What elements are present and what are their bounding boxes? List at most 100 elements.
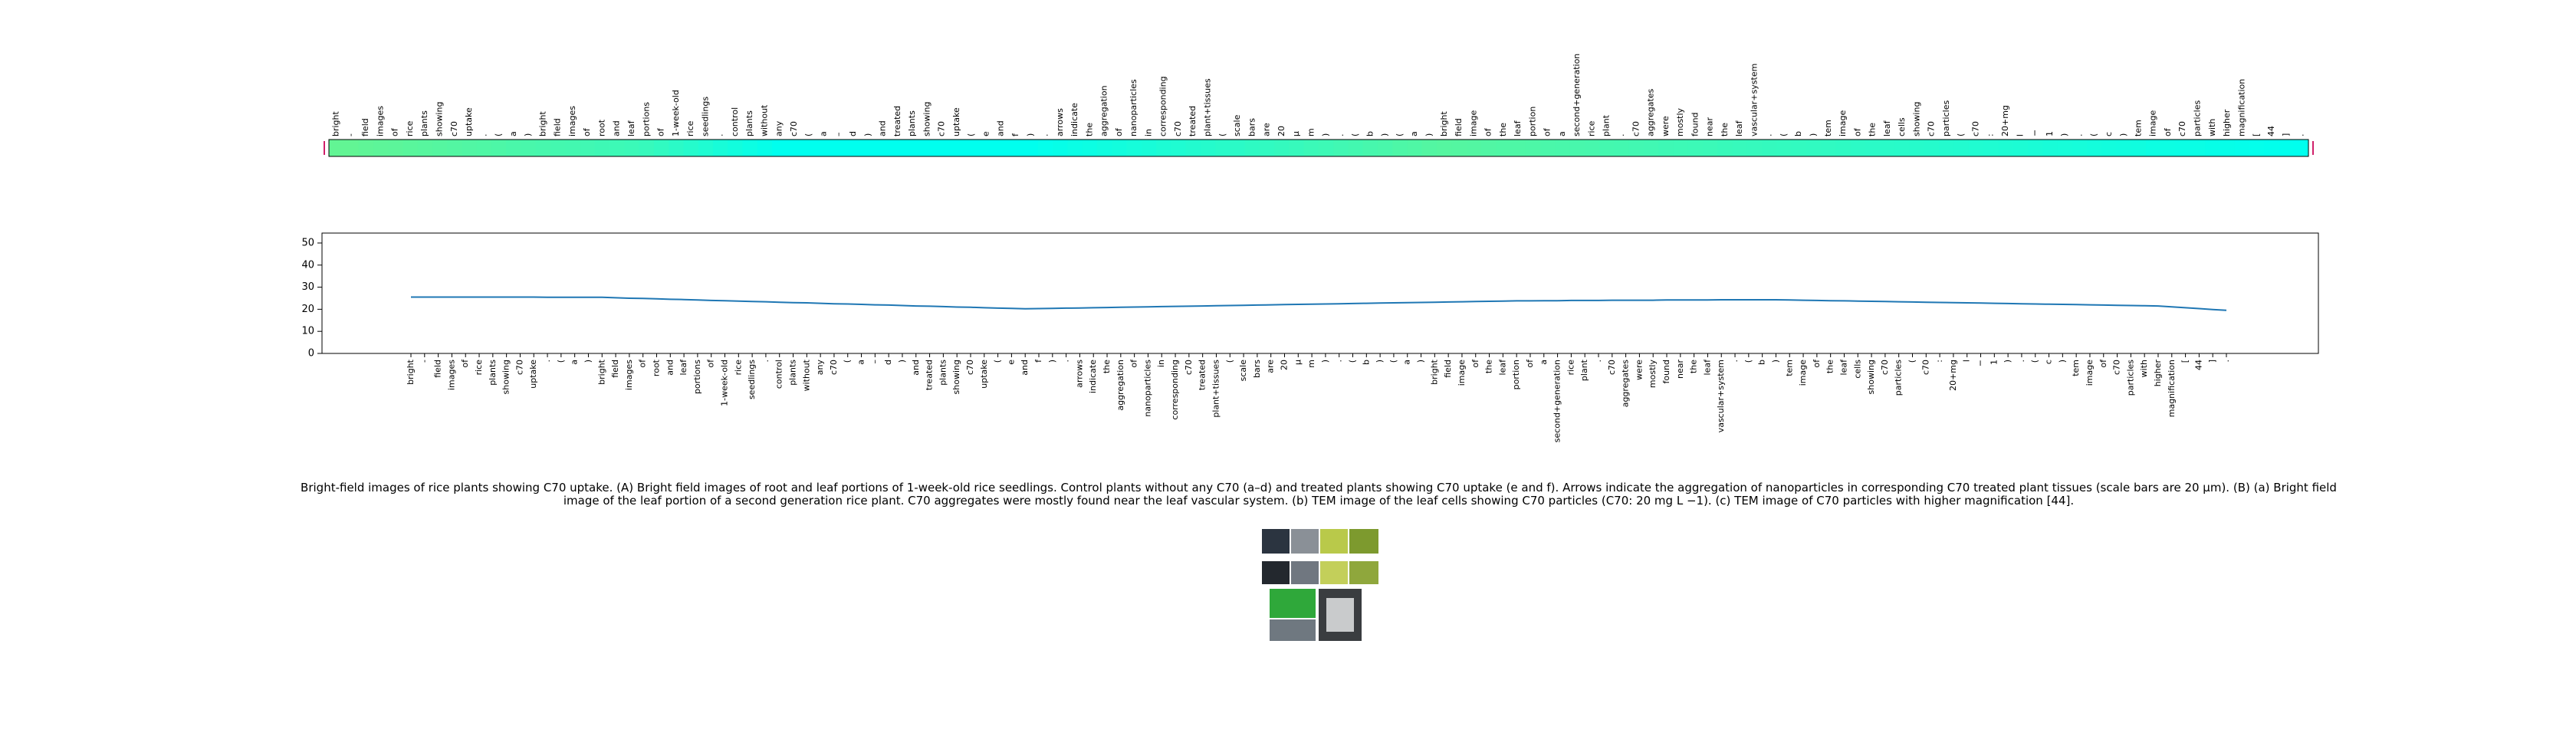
heat-cell xyxy=(2205,140,2220,156)
token-label: treated xyxy=(1188,106,1198,136)
x-tick-label: leaf xyxy=(678,359,688,376)
x-tick-label: of xyxy=(706,359,716,368)
heat-cell xyxy=(1555,140,1571,156)
heat-cell xyxy=(712,140,728,156)
token-label: ) xyxy=(2059,133,2069,136)
token-label: ( xyxy=(1956,133,1966,136)
x-tick-label: ( xyxy=(1907,360,1917,363)
x-tick-label: found xyxy=(1661,360,1671,384)
token-label: of xyxy=(1114,127,1124,136)
heat-cell xyxy=(653,140,669,156)
heat-cell xyxy=(594,140,610,156)
token-label: ) xyxy=(1025,133,1035,136)
x-tick-label: ) xyxy=(2003,360,2013,363)
x-tick-label: were xyxy=(1634,360,1644,380)
heat-cell xyxy=(417,140,433,156)
x-tick-label: the xyxy=(1102,360,1112,373)
x-tick-label: any xyxy=(815,360,825,376)
x-tick-label: corresponding xyxy=(1170,360,1180,420)
token-label: ( xyxy=(1779,133,1789,136)
token-label: of xyxy=(1484,127,1493,136)
heat-cell xyxy=(2027,140,2043,156)
x-tick-label: of xyxy=(460,359,470,368)
heat-cell xyxy=(1762,140,1777,156)
x-tick-label: treated xyxy=(925,360,935,390)
heat-cell xyxy=(1791,140,1807,156)
y-tick-label: 50 xyxy=(301,237,314,248)
heat-cell xyxy=(1378,140,1393,156)
heat-cell xyxy=(1141,140,1157,156)
token-label: treated xyxy=(892,106,902,136)
heat-cell xyxy=(432,140,448,156)
token-label: particles xyxy=(1941,100,1951,136)
token-label: seedlings xyxy=(700,97,710,136)
token-label: . xyxy=(478,134,488,137)
token-label: . xyxy=(2295,134,2305,137)
x-tick-label: aggregation xyxy=(1116,360,1125,411)
heat-cell xyxy=(1687,140,1704,156)
x-tick-label: field xyxy=(433,360,443,378)
heat-cell xyxy=(2101,140,2118,156)
token-label: ( xyxy=(1217,133,1227,136)
heat-cell xyxy=(1451,140,1467,156)
token-label: [ xyxy=(2252,133,2262,136)
x-tick-label: showing xyxy=(951,360,961,394)
photo-panel xyxy=(1262,529,1290,554)
heat-cell xyxy=(1569,140,1585,156)
heat-cell xyxy=(994,140,1009,156)
x-tick-label: ( xyxy=(1388,360,1398,363)
heat-cell xyxy=(1082,140,1098,156)
token-label: ) xyxy=(1809,133,1819,136)
token-label: showing xyxy=(435,102,445,136)
token-label: . xyxy=(2074,134,2084,137)
heat-cell xyxy=(1112,140,1128,156)
heat-cell xyxy=(491,140,507,156)
heat-cell xyxy=(742,140,758,156)
x-tick-label: : xyxy=(1934,360,1944,363)
heat-cell xyxy=(1939,140,1955,156)
token-label: ) xyxy=(1424,133,1434,136)
x-tick-label: c70 xyxy=(2112,360,2122,375)
heat-cell xyxy=(565,140,581,156)
heat-cell xyxy=(580,140,596,156)
heat-cell xyxy=(1274,140,1290,156)
y-tick-label: 10 xyxy=(301,326,314,337)
token-label: . xyxy=(1616,134,1626,137)
x-tick-label: m xyxy=(1306,360,1316,368)
token-label: . xyxy=(1336,134,1346,137)
heat-cell xyxy=(506,140,521,156)
photo-panel xyxy=(1349,561,1378,584)
token-label: : xyxy=(1986,133,1996,136)
heat-cell xyxy=(787,140,803,156)
token-label: ) xyxy=(863,133,872,136)
token-label: leaf xyxy=(1882,120,1892,136)
x-tick-label: rice xyxy=(474,360,484,376)
heat-cell xyxy=(1053,140,1068,156)
token-label: leaf xyxy=(626,120,636,136)
heat-cell xyxy=(890,140,905,156)
token-label: plants xyxy=(744,110,754,136)
x-tick-label: of xyxy=(2098,359,2108,368)
token-label: and xyxy=(612,120,622,136)
token-label: in xyxy=(1143,129,1153,136)
token-label: uptake xyxy=(951,107,961,136)
heat-cell xyxy=(1510,140,1526,156)
x-tick-label: . xyxy=(1061,360,1071,363)
x-tick-label: c70 xyxy=(965,360,975,375)
token-label: . xyxy=(715,134,725,137)
heat-cell xyxy=(1244,140,1260,156)
token-label: e xyxy=(981,131,991,136)
x-tick-label: c70 xyxy=(829,360,839,375)
heat-cell xyxy=(2146,140,2161,156)
photo-panel xyxy=(1320,561,1348,584)
heat-cell xyxy=(1348,140,1364,156)
token-label: . xyxy=(1764,134,1774,137)
token-label: a xyxy=(508,131,518,136)
x-tick-label: plant+tissues xyxy=(1211,360,1221,418)
x-tick-label: c70 xyxy=(1607,360,1617,375)
x-tick-label: of xyxy=(1525,359,1535,368)
token-label: are xyxy=(1262,123,1272,136)
token-label: ) xyxy=(1321,133,1331,136)
token-label: 44 xyxy=(2266,126,2276,136)
x-tick-label: ) xyxy=(1770,360,1780,363)
